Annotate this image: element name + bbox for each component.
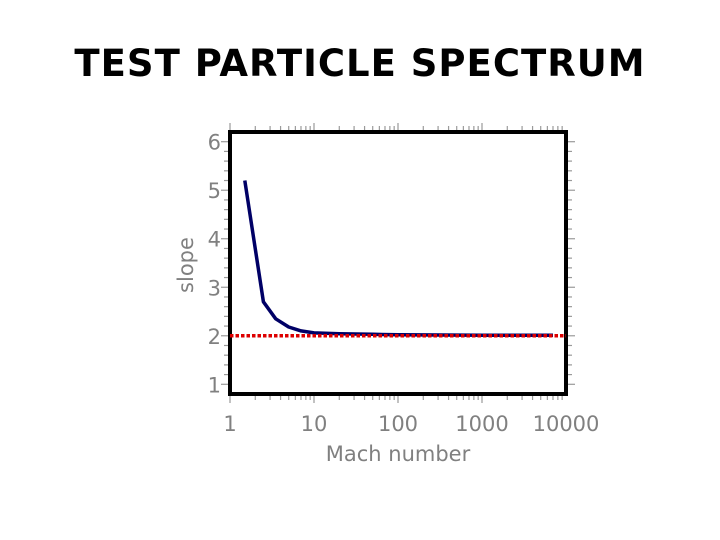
y-tick-labels: 1 2 3 4 5 6 [208, 131, 221, 398]
y-tick-label: 5 [208, 179, 221, 203]
slide-title: TEST PARTICLE SPECTRUM [74, 42, 646, 85]
x-tick-label: 100 [378, 412, 418, 436]
x-axis-label: Mach number [326, 442, 471, 466]
minor-tick-marks [221, 123, 575, 403]
y-tick-label: 4 [208, 228, 221, 252]
y-tick-label: 3 [208, 276, 221, 300]
y-tick-label: 6 [208, 131, 221, 155]
x-tick-label: 10 [301, 412, 328, 436]
y-axis-label: slope [174, 237, 198, 293]
series-layer [230, 180, 566, 338]
x-tick-label: 1 [223, 412, 236, 436]
plot-frame [228, 130, 568, 396]
x-tick-labels: 1 10 100 1000 10000 [223, 412, 599, 436]
series-line-slope [243, 180, 553, 338]
x-tick-label: 1000 [455, 412, 508, 436]
y-tick-label: 2 [208, 325, 221, 349]
y-tick-label: 1 [208, 373, 221, 397]
x-tick-label: 10000 [533, 412, 600, 436]
